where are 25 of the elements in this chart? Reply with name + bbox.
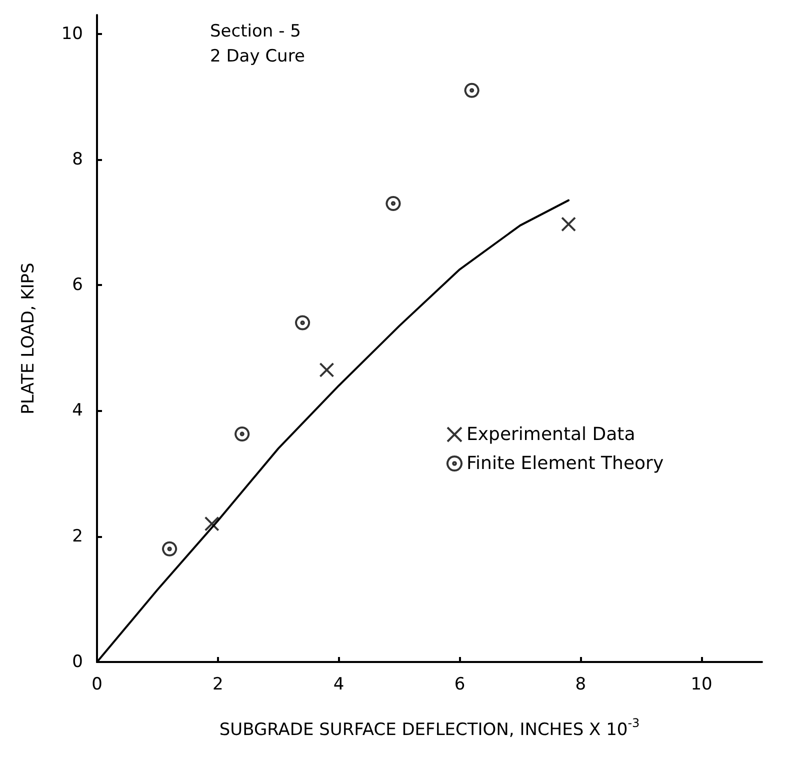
x-tick-label: 2 bbox=[212, 674, 224, 694]
y-axis-title: PLATE LOAD, KIPS bbox=[18, 262, 38, 414]
point bbox=[204, 516, 220, 532]
y-tick-label: 0 bbox=[72, 652, 83, 672]
y-tick-label: 6 bbox=[72, 275, 83, 296]
point bbox=[319, 362, 334, 378]
point bbox=[464, 82, 480, 98]
y-tick-label: 2 bbox=[72, 526, 83, 546]
point bbox=[561, 216, 576, 232]
legend-label: Experimental Data bbox=[466, 424, 636, 445]
chart-title: Section - 5 bbox=[210, 22, 301, 42]
point bbox=[162, 541, 178, 556]
point bbox=[234, 426, 250, 442]
y-tick-label: 8 bbox=[72, 149, 83, 170]
x-tick-label: 0 bbox=[92, 674, 102, 694]
text: 2 Day Cure bbox=[210, 46, 305, 66]
point bbox=[295, 315, 310, 330]
x-tick-label: 6 bbox=[454, 674, 466, 694]
x-tick-label: 8 bbox=[575, 674, 586, 694]
y-tick-label: 4 bbox=[72, 400, 83, 421]
point bbox=[386, 196, 401, 211]
x-tick-label: 4 bbox=[333, 674, 344, 694]
legend-label: Finite Element Theory bbox=[466, 453, 664, 474]
y-tick-label: 10 bbox=[61, 24, 83, 44]
x-tick-label: 10 bbox=[690, 674, 712, 694]
